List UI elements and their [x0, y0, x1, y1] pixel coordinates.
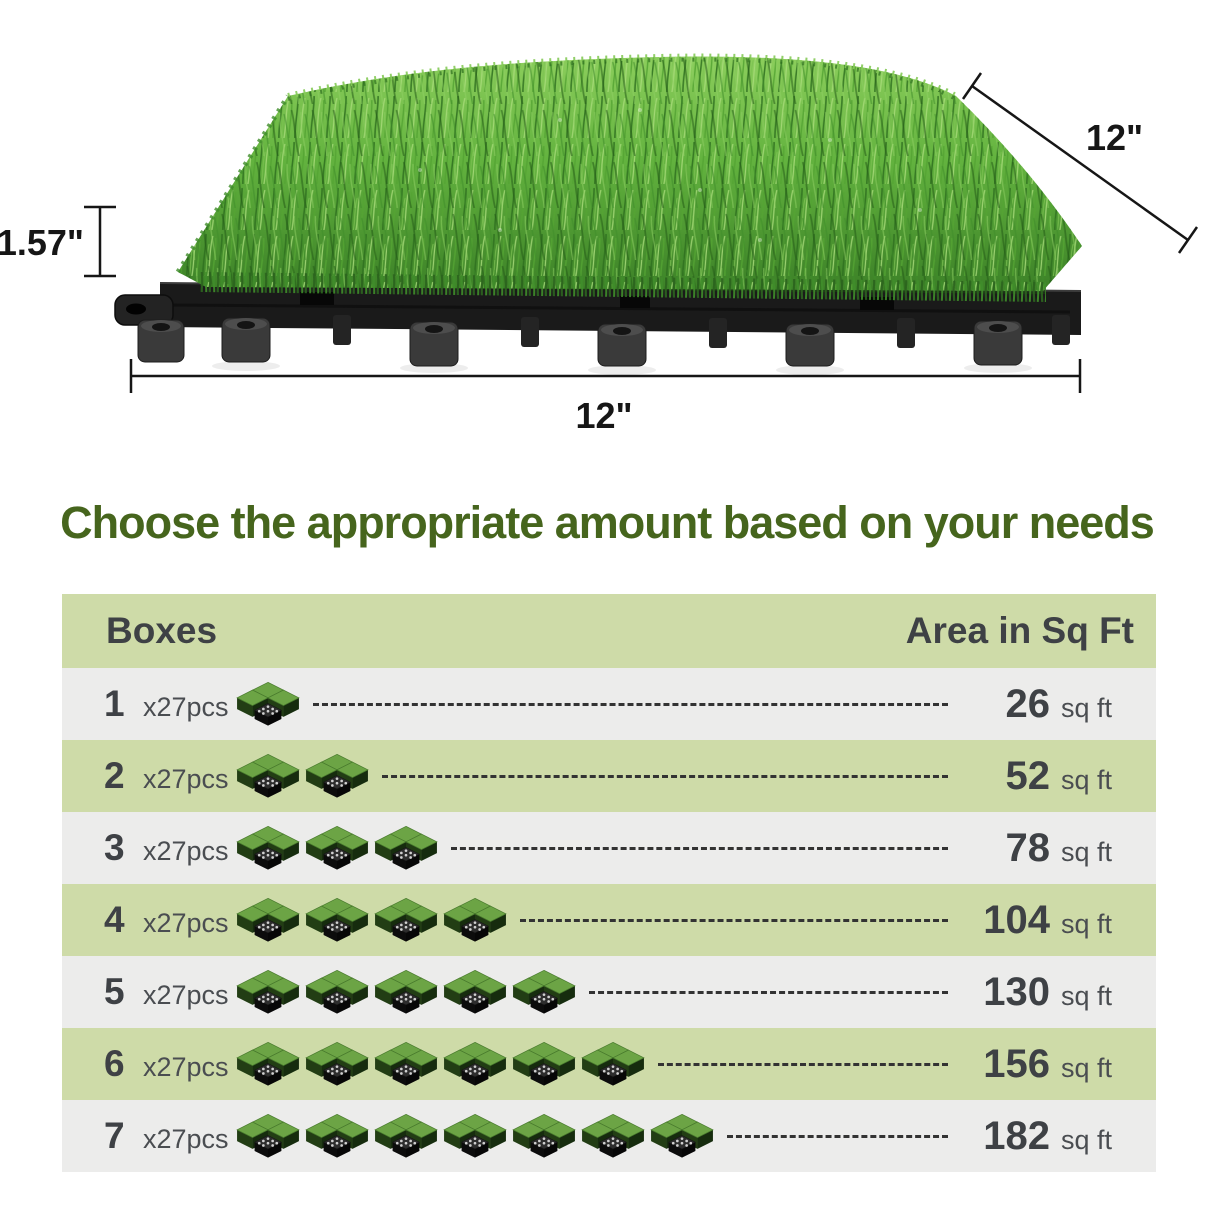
table-row: 2 x27pcs 52 sq ft [62, 740, 1156, 813]
column-header-boxes: Boxes [106, 610, 218, 652]
grass-tile-icon [373, 1112, 439, 1160]
area-value: 182 sq ft [983, 1113, 1112, 1158]
width-dimension-label: 12" [575, 395, 632, 436]
grass-tile-icon [235, 1112, 301, 1160]
box-count-label: 4 x27pcs [104, 899, 229, 941]
area-value: 156 sq ft [983, 1041, 1112, 1086]
page-title: Choose the appropriate amount based on y… [60, 497, 1155, 548]
grass-tile-icon [511, 968, 577, 1016]
grass-tile-icon [304, 1040, 370, 1088]
box-count-label: 7 x27pcs [104, 1115, 229, 1157]
dashed-leader-line [657, 1062, 948, 1066]
area-value: 104 sq ft [983, 897, 1112, 942]
grass-tile-icon [304, 968, 370, 1016]
grass-tile-icon [649, 1112, 715, 1160]
table-row: 3 x27pcs 78 sq ft [62, 812, 1156, 885]
box-count-label: 2 x27pcs [104, 755, 229, 797]
tile-icons [235, 752, 370, 800]
grass-tile-icon [373, 824, 439, 872]
interlock-tab [114, 294, 174, 326]
grass-tile-icon [373, 968, 439, 1016]
table-header: Boxes Area in Sq Ft [62, 594, 1156, 669]
table-row: 7 x27pcs 182 sq ft [62, 1100, 1156, 1173]
table-row: 6 x27pcs 156 sq ft [62, 1028, 1156, 1101]
dashed-leader-line [381, 774, 948, 778]
box-count-label: 6 x27pcs [104, 1043, 229, 1085]
table-row: 4 x27pcs 104 sq ft [62, 884, 1156, 957]
area-value: 26 sq ft [1005, 681, 1112, 726]
area-value: 52 sq ft [1005, 753, 1112, 798]
tile-icons [235, 680, 301, 728]
tile-icons [235, 1112, 715, 1160]
grass-tile-icon [580, 1040, 646, 1088]
grass-tile-icon [235, 680, 301, 728]
boxes-area-table: Boxes Area in Sq Ft 1 x27pcs 26 sq ft 2 … [62, 594, 1156, 1173]
grass-top [175, 53, 1082, 302]
height-dimension-label: 1.57" [0, 222, 84, 263]
grass-tile-icon [235, 896, 301, 944]
tile-icons [235, 824, 439, 872]
dashed-leader-line [588, 990, 948, 994]
depth-dimension-label: 12" [1086, 117, 1143, 158]
grass-tile-icon [235, 1040, 301, 1088]
box-count-label: 1 x27pcs [104, 683, 229, 725]
support-feet [137, 315, 1070, 367]
dashed-leader-line [450, 846, 948, 850]
grass-tile-icon [235, 752, 301, 800]
column-header-area: Area in Sq Ft [905, 610, 1134, 652]
grass-tile-icon [304, 824, 370, 872]
tile-icons [235, 896, 508, 944]
tile-icons [235, 1040, 646, 1088]
grass-tile-icon [442, 1040, 508, 1088]
grass-tile-icon [580, 1112, 646, 1160]
grass-tile-icon [442, 1112, 508, 1160]
table-row: 5 x27pcs 130 sq ft [62, 956, 1156, 1029]
box-count-label: 3 x27pcs [104, 827, 229, 869]
grass-tile-icon [304, 752, 370, 800]
grass-tile-icon [235, 824, 301, 872]
grass-tile-icon [373, 896, 439, 944]
area-value: 130 sq ft [983, 969, 1112, 1014]
grass-tile-icon [511, 1040, 577, 1088]
dashed-leader-line [519, 918, 948, 922]
height-dimension [84, 205, 116, 278]
width-dimension [129, 359, 1082, 393]
grass-tile-icon [442, 968, 508, 1016]
grass-tile-icon [442, 896, 508, 944]
dashed-leader-line [726, 1134, 948, 1138]
grass-tile-icon [304, 1112, 370, 1160]
table-row: 1 x27pcs 26 sq ft [62, 668, 1156, 741]
product-photo-section: 1.57" 12" 12" [0, 0, 1214, 470]
area-value: 78 sq ft [1005, 825, 1112, 870]
grass-tile-icon [304, 896, 370, 944]
depth-dimension [961, 72, 1199, 254]
grass-tile-icon [373, 1040, 439, 1088]
grass-tile-icon [235, 968, 301, 1016]
dashed-leader-line [312, 702, 948, 706]
grass-tile-icon [511, 1112, 577, 1160]
box-count-label: 5 x27pcs [104, 971, 229, 1013]
grass-tile-photo: 1.57" 12" 12" [0, 53, 1199, 436]
tile-icons [235, 968, 577, 1016]
